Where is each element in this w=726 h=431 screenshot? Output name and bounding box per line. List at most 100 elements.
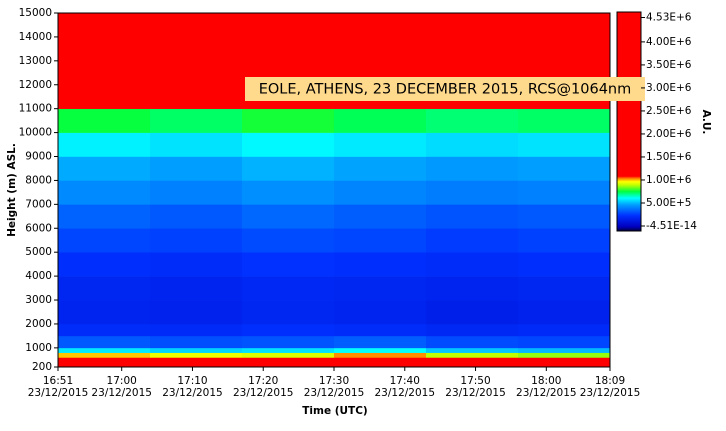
y-tick-label: 1000 [25,342,52,354]
heat-cell [58,204,151,229]
heat-cell [518,108,611,133]
heat-cell [150,180,243,205]
heat-cell [426,204,519,229]
heat-cell [150,84,243,109]
heat-cell [518,36,611,62]
heat-cell [58,13,151,38]
heat-cell [518,204,611,229]
x-tick-label: 17:50 23/12/2015 [445,375,506,399]
heat-cell [518,357,611,363]
heat-cell [426,276,519,301]
heat-cell [426,352,519,358]
heat-cell [518,362,611,368]
heat-cell [518,300,611,325]
heat-cell [58,300,151,325]
colorbar-tick-label: 2.00E+6 [646,128,692,140]
heat-cell [242,36,335,62]
heat-cell [58,347,151,353]
heat-cell [426,228,519,253]
heat-cell [150,156,243,181]
heat-cell [426,180,519,205]
heat-cell [426,323,519,337]
colorbar [616,11,642,232]
heat-cell [334,323,427,337]
chart-title: EOLE, ATHENS, 23 DECEMBER 2015, RCS@1064… [259,82,632,98]
heat-cell [334,352,427,358]
heat-cell [334,276,427,301]
heat-cell [334,252,427,277]
colorbar-tick-label: -4.51E-14 [646,220,697,232]
y-tick-label: 9000 [25,151,52,163]
heat-cell [334,300,427,325]
heat-cell [426,252,519,277]
x-tick-label: 17:20 23/12/2015 [233,375,294,399]
colorbar-tick-label: 4.53E+6 [646,12,692,24]
y-tick-label: 10000 [19,127,52,139]
heat-cell [426,347,519,353]
heat-cell [58,84,151,109]
heat-cell [150,228,243,253]
y-tick-label: 200 [32,361,52,373]
y-tick-label: 12000 [19,79,52,91]
heat-cell [150,132,243,157]
heat-cell [58,252,151,277]
x-tick-label: 17:40 23/12/2015 [375,375,436,399]
heat-cell [242,276,335,301]
heat-cell [150,252,243,277]
y-tick-label: 2000 [25,318,52,330]
heat-cell [518,252,611,277]
heat-cell [58,132,151,157]
title-box [245,77,645,101]
colorbar-tick-label: 4.00E+6 [646,36,692,48]
heat-cell [58,352,151,358]
heat-cell [242,357,335,363]
heat-cell [58,335,151,349]
x-tick-label: 18:09 23/12/2015 [580,375,641,399]
colorbar-tick-label: 2.50E+6 [646,105,692,117]
x-tick-label: 16:51 23/12/2015 [28,375,89,399]
y-tick-label: 6000 [25,222,52,234]
heat-cell [334,13,427,38]
heat-cell [150,36,243,62]
heat-cell [242,180,335,205]
heat-cell [242,335,335,349]
y-axis-title: Height (m) ASL. [6,143,18,237]
heat-cell [242,204,335,229]
heat-cell [242,323,335,337]
colorbar-tick-label: 1.00E+6 [646,174,692,186]
x-tick-label: 17:00 23/12/2015 [91,375,152,399]
heat-cell [242,132,335,157]
heat-cell [518,180,611,205]
heat-cell [150,13,243,38]
heat-cell [518,335,611,349]
heat-cell [426,362,519,368]
heat-cell [426,36,519,62]
heat-cell [58,156,151,181]
heat-cell [150,347,243,353]
heat-cell [242,362,335,368]
heat-cell [150,352,243,358]
y-tick-label: 14000 [19,31,52,43]
heat-cell [150,108,243,133]
y-tick-label: 4000 [25,270,52,282]
heat-cell [334,180,427,205]
heat-cell [426,13,519,38]
heat-cell [334,335,427,349]
heat-cell [426,335,519,349]
heat-cell [150,300,243,325]
heat-cell [150,362,243,368]
heat-cell [334,347,427,353]
heat-cell [518,132,611,157]
heat-cell [242,156,335,181]
heat-cell [334,36,427,62]
heat-cell [242,13,335,38]
x-tick-label: 17:30 23/12/2015 [304,375,365,399]
heat-cell [334,156,427,181]
heat-cell [242,228,335,253]
colorbar-tick-label: 5.00E+5 [646,197,692,209]
heat-cell [150,276,243,301]
heat-cell [58,228,151,253]
heat-cell [58,108,151,133]
heat-cell [518,323,611,337]
heat-cell [58,180,151,205]
